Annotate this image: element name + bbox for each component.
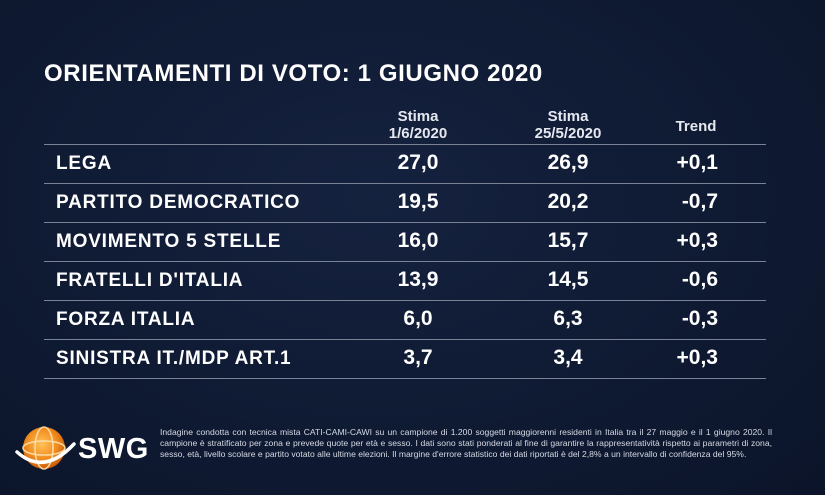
column-header-line: Stima [397, 108, 439, 125]
stima-25-5-2020-value: 26,9 [547, 151, 589, 174]
party-name: LEGA [56, 153, 112, 174]
party-name: FORZA ITALIA [56, 309, 196, 330]
methodology-footnote: Indagine condotta con tecnica mista CATI… [160, 427, 772, 459]
table-row: LEGA 27,0 26,9 +0,1 [44, 145, 766, 183]
row-divider [44, 339, 766, 340]
column-header-line: Stima [547, 108, 589, 125]
stima-25-5-2020-value: 14,5 [547, 268, 589, 291]
table-row: FORZA ITALIA 6,0 6,3 -0,3 [44, 301, 766, 339]
swg-logo-text: SWG [78, 433, 149, 465]
column-header-stima-1-6-2020: Stima 1/6/2020 [358, 108, 478, 142]
stima-25-5-2020-value: 20,2 [547, 190, 589, 213]
stima-1-6-2020-value: 16,0 [397, 229, 439, 252]
row-divider [44, 222, 766, 223]
party-name: SINISTRA IT./MDP ART.1 [56, 348, 292, 369]
trend-value: -0,6 [681, 268, 718, 291]
table-row: MOVIMENTO 5 STELLE 16,0 15,7 +0,3 [44, 223, 766, 261]
stima-1-6-2020-value: 6,0 [403, 307, 433, 330]
row-divider [44, 378, 766, 379]
column-header-trend: Trend [675, 118, 717, 135]
party-name: PARTITO DEMOCRATICO [56, 192, 301, 213]
party-name: MOVIMENTO 5 STELLE [56, 231, 282, 252]
stima-1-6-2020-value: 27,0 [397, 151, 439, 174]
party-name: FRATELLI D'ITALIA [56, 270, 244, 291]
trend-value: +0,1 [676, 151, 718, 174]
table-row: PARTITO DEMOCRATICO 19,5 20,2 -0,7 [44, 184, 766, 222]
stima-25-5-2020-value: 3,4 [553, 346, 583, 369]
table-row: FRATELLI D'ITALIA 13,9 14,5 -0,6 [44, 262, 766, 300]
stima-25-5-2020-value: 15,7 [547, 229, 589, 252]
row-divider [44, 144, 766, 145]
row-divider [44, 300, 766, 301]
row-divider [44, 183, 766, 184]
trend-value: +0,3 [676, 229, 718, 252]
trend-value: -0,7 [681, 190, 718, 213]
trend-value: +0,3 [676, 346, 718, 369]
page-title: ORIENTAMENTI DI VOTO: 1 GIUGNO 2020 [44, 60, 543, 87]
column-header-date: 1/6/2020 [388, 125, 448, 142]
stima-1-6-2020-value: 3,7 [403, 346, 433, 369]
column-header-date: 25/5/2020 [534, 125, 602, 142]
stima-1-6-2020-value: 19,5 [397, 190, 439, 213]
stima-1-6-2020-value: 13,9 [397, 268, 439, 291]
column-header-stima-25-5-2020: Stima 25/5/2020 [508, 108, 628, 142]
row-divider [44, 261, 766, 262]
stima-25-5-2020-value: 6,3 [553, 307, 583, 330]
trend-value: -0,3 [681, 307, 718, 330]
table-row: SINISTRA IT./MDP ART.1 3,7 3,4 +0,3 [44, 340, 766, 378]
swg-globe-icon [15, 426, 76, 470]
